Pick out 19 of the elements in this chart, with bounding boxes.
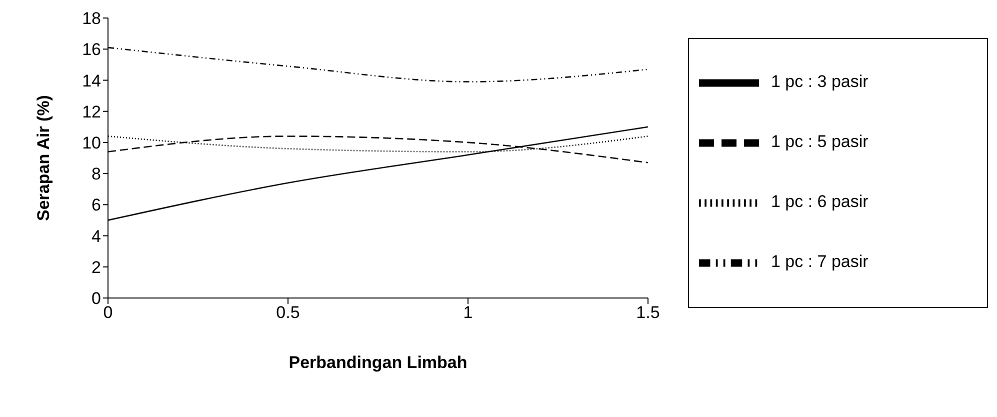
y-tick-label: 8 [92, 164, 101, 184]
x-tick-label: 0.5 [276, 303, 300, 322]
y-axis-title: Serapan Air (%) [34, 95, 54, 221]
legend-label: 1 pc : 7 pasir [771, 252, 868, 272]
y-tick-label: 2 [92, 258, 101, 277]
x-tick-label: 1.5 [636, 303, 660, 322]
y-tick-label: 16 [82, 40, 101, 60]
legend-label: 1 pc : 5 pasir [771, 132, 868, 152]
y-tick-label: 14 [82, 71, 101, 90]
x-tick-label: 1 [463, 303, 473, 322]
y-tick-label: 10 [82, 133, 101, 152]
legend-label: 1 pc : 6 pasir [771, 192, 868, 212]
legend-label: 1 pc : 3 pasir [771, 72, 868, 92]
y-tick-label: 12 [82, 102, 101, 122]
x-axis-title: Perbandingan Limbah [288, 353, 468, 372]
y-tick-label: 18 [82, 9, 101, 28]
y-tick-label: 0 [92, 289, 101, 308]
y-tick-label: 6 [92, 196, 101, 215]
y-tick-label: 4 [92, 226, 101, 246]
